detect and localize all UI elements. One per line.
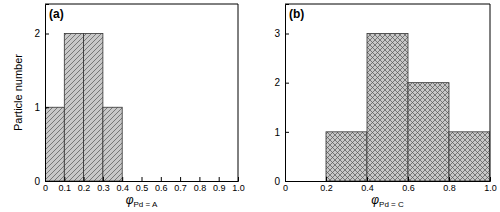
tick: 2: [34, 28, 49, 39]
tick-mark: [64, 177, 65, 181]
tick: 1: [274, 127, 289, 138]
tick-mark: [45, 34, 49, 35]
axis-line: [46, 5, 50, 182]
x-axis: 0 0.1 0.2 0.3 0.4 0.5 0.6 0.7 0.8 0.9 1.0: [43, 177, 245, 193]
tick: 0.6: [402, 177, 415, 193]
frame: [285, 4, 490, 181]
tick-mark: [326, 177, 327, 181]
tick: 0.2: [78, 177, 91, 193]
tick-label: 0.3: [97, 183, 110, 193]
tick-mark: [122, 177, 123, 181]
tick-mark: [408, 177, 409, 181]
tick: 0.7: [174, 177, 187, 193]
tick-mark: [449, 177, 450, 181]
tick-label: 0.2: [78, 183, 91, 193]
tick-label: 0: [274, 176, 280, 187]
y-axis: 0 1 2 3: [274, 5, 289, 187]
panel: 0 0.2 0.4 0.6 0.8 1.0 0 1 2 3 (b) φPd = C: [274, 4, 496, 209]
tick-label: 0.8: [443, 183, 456, 193]
bar: [326, 132, 367, 181]
tick-label: 3: [274, 28, 280, 39]
tick-mark: [161, 177, 162, 181]
tick: 0.8: [443, 177, 456, 193]
tick: 0: [34, 176, 49, 187]
tick: 0.4: [116, 177, 129, 193]
tick-label: 0.9: [213, 183, 226, 193]
tick-label: 0.1: [59, 183, 72, 193]
bar: [449, 132, 490, 181]
tick-mark: [45, 181, 49, 182]
tick: 0.2: [320, 177, 333, 193]
tick-mark: [490, 177, 491, 181]
tick-label: 0.2: [320, 183, 333, 193]
tick-mark: [238, 177, 239, 181]
tick-label: 0.5: [136, 183, 149, 193]
tick-mark: [219, 177, 220, 181]
bars: [326, 34, 490, 182]
figure: 0 0.1 0.2 0.3 0.4 0.5 0.6 0.7 0.8 0.9 1.0 0 1 2 (a) φPd…: [0, 0, 500, 212]
tick: 0.9: [213, 177, 226, 193]
tick-mark: [45, 107, 49, 108]
tick-label: 0: [43, 183, 48, 193]
tick-mark: [285, 34, 289, 35]
tick-label: 0.4: [361, 183, 374, 193]
tick-mark: [285, 132, 289, 133]
bar: [367, 34, 408, 182]
bar: [103, 107, 122, 181]
tick: 1: [34, 102, 49, 113]
x-axis: 0 0.2 0.4 0.6 0.8 1.0: [283, 177, 497, 193]
tick-label: 0.6: [155, 183, 168, 193]
tick-label: 2: [274, 77, 280, 88]
tick: 0.3: [97, 177, 110, 193]
tick-mark: [285, 181, 289, 182]
tick-mark: [199, 177, 200, 181]
tick-mark: [103, 177, 104, 181]
axis-line: [46, 177, 239, 182]
tick-label: 0.7: [174, 183, 187, 193]
y-axis-title: Particle number: [12, 54, 24, 131]
tick-label: 1: [274, 127, 280, 138]
tick-label: 0.4: [116, 183, 129, 193]
tick-label: 1.0: [484, 183, 497, 193]
axis-line: [286, 5, 290, 182]
bar: [408, 83, 449, 181]
x-axis-title: φPd = C: [371, 193, 404, 209]
tick-mark: [142, 177, 143, 181]
tick: 0.8: [194, 177, 207, 193]
tick: 0: [274, 176, 289, 187]
tick-label: 0: [283, 183, 288, 193]
tick-label: 0.8: [194, 183, 207, 193]
tick-label: 0.6: [402, 183, 415, 193]
bars: [45, 34, 122, 182]
tick: 0.6: [155, 177, 168, 193]
tick: 1.0: [484, 177, 497, 193]
bar: [64, 34, 83, 182]
tick-label: 1.0: [232, 183, 245, 193]
bar: [84, 34, 103, 182]
tick-mark: [285, 83, 289, 84]
tick: 0.4: [361, 177, 374, 193]
tick: 3: [274, 28, 289, 39]
tick: 0.1: [59, 177, 72, 193]
tick: 0.5: [136, 177, 149, 193]
tick: 2: [274, 77, 289, 88]
x-axis-title: φPd = A: [126, 193, 158, 209]
tick-label: 0: [34, 176, 40, 187]
panel-label: (b): [289, 7, 304, 21]
y-axis: 0 1 2: [34, 5, 49, 187]
bar: [45, 107, 64, 181]
tick-label: 2: [34, 28, 40, 39]
tick-mark: [84, 177, 85, 181]
tick-label: 1: [34, 102, 40, 113]
axis-line: [286, 177, 491, 182]
panel-label: (a): [49, 7, 64, 21]
tick: 1.0: [232, 177, 245, 193]
tick-mark: [367, 177, 368, 181]
tick-mark: [180, 177, 181, 181]
panel: 0 0.1 0.2 0.3 0.4 0.5 0.6 0.7 0.8 0.9 1.0 0 1 2 (a) φPd…: [12, 4, 245, 209]
frame: [45, 4, 238, 181]
